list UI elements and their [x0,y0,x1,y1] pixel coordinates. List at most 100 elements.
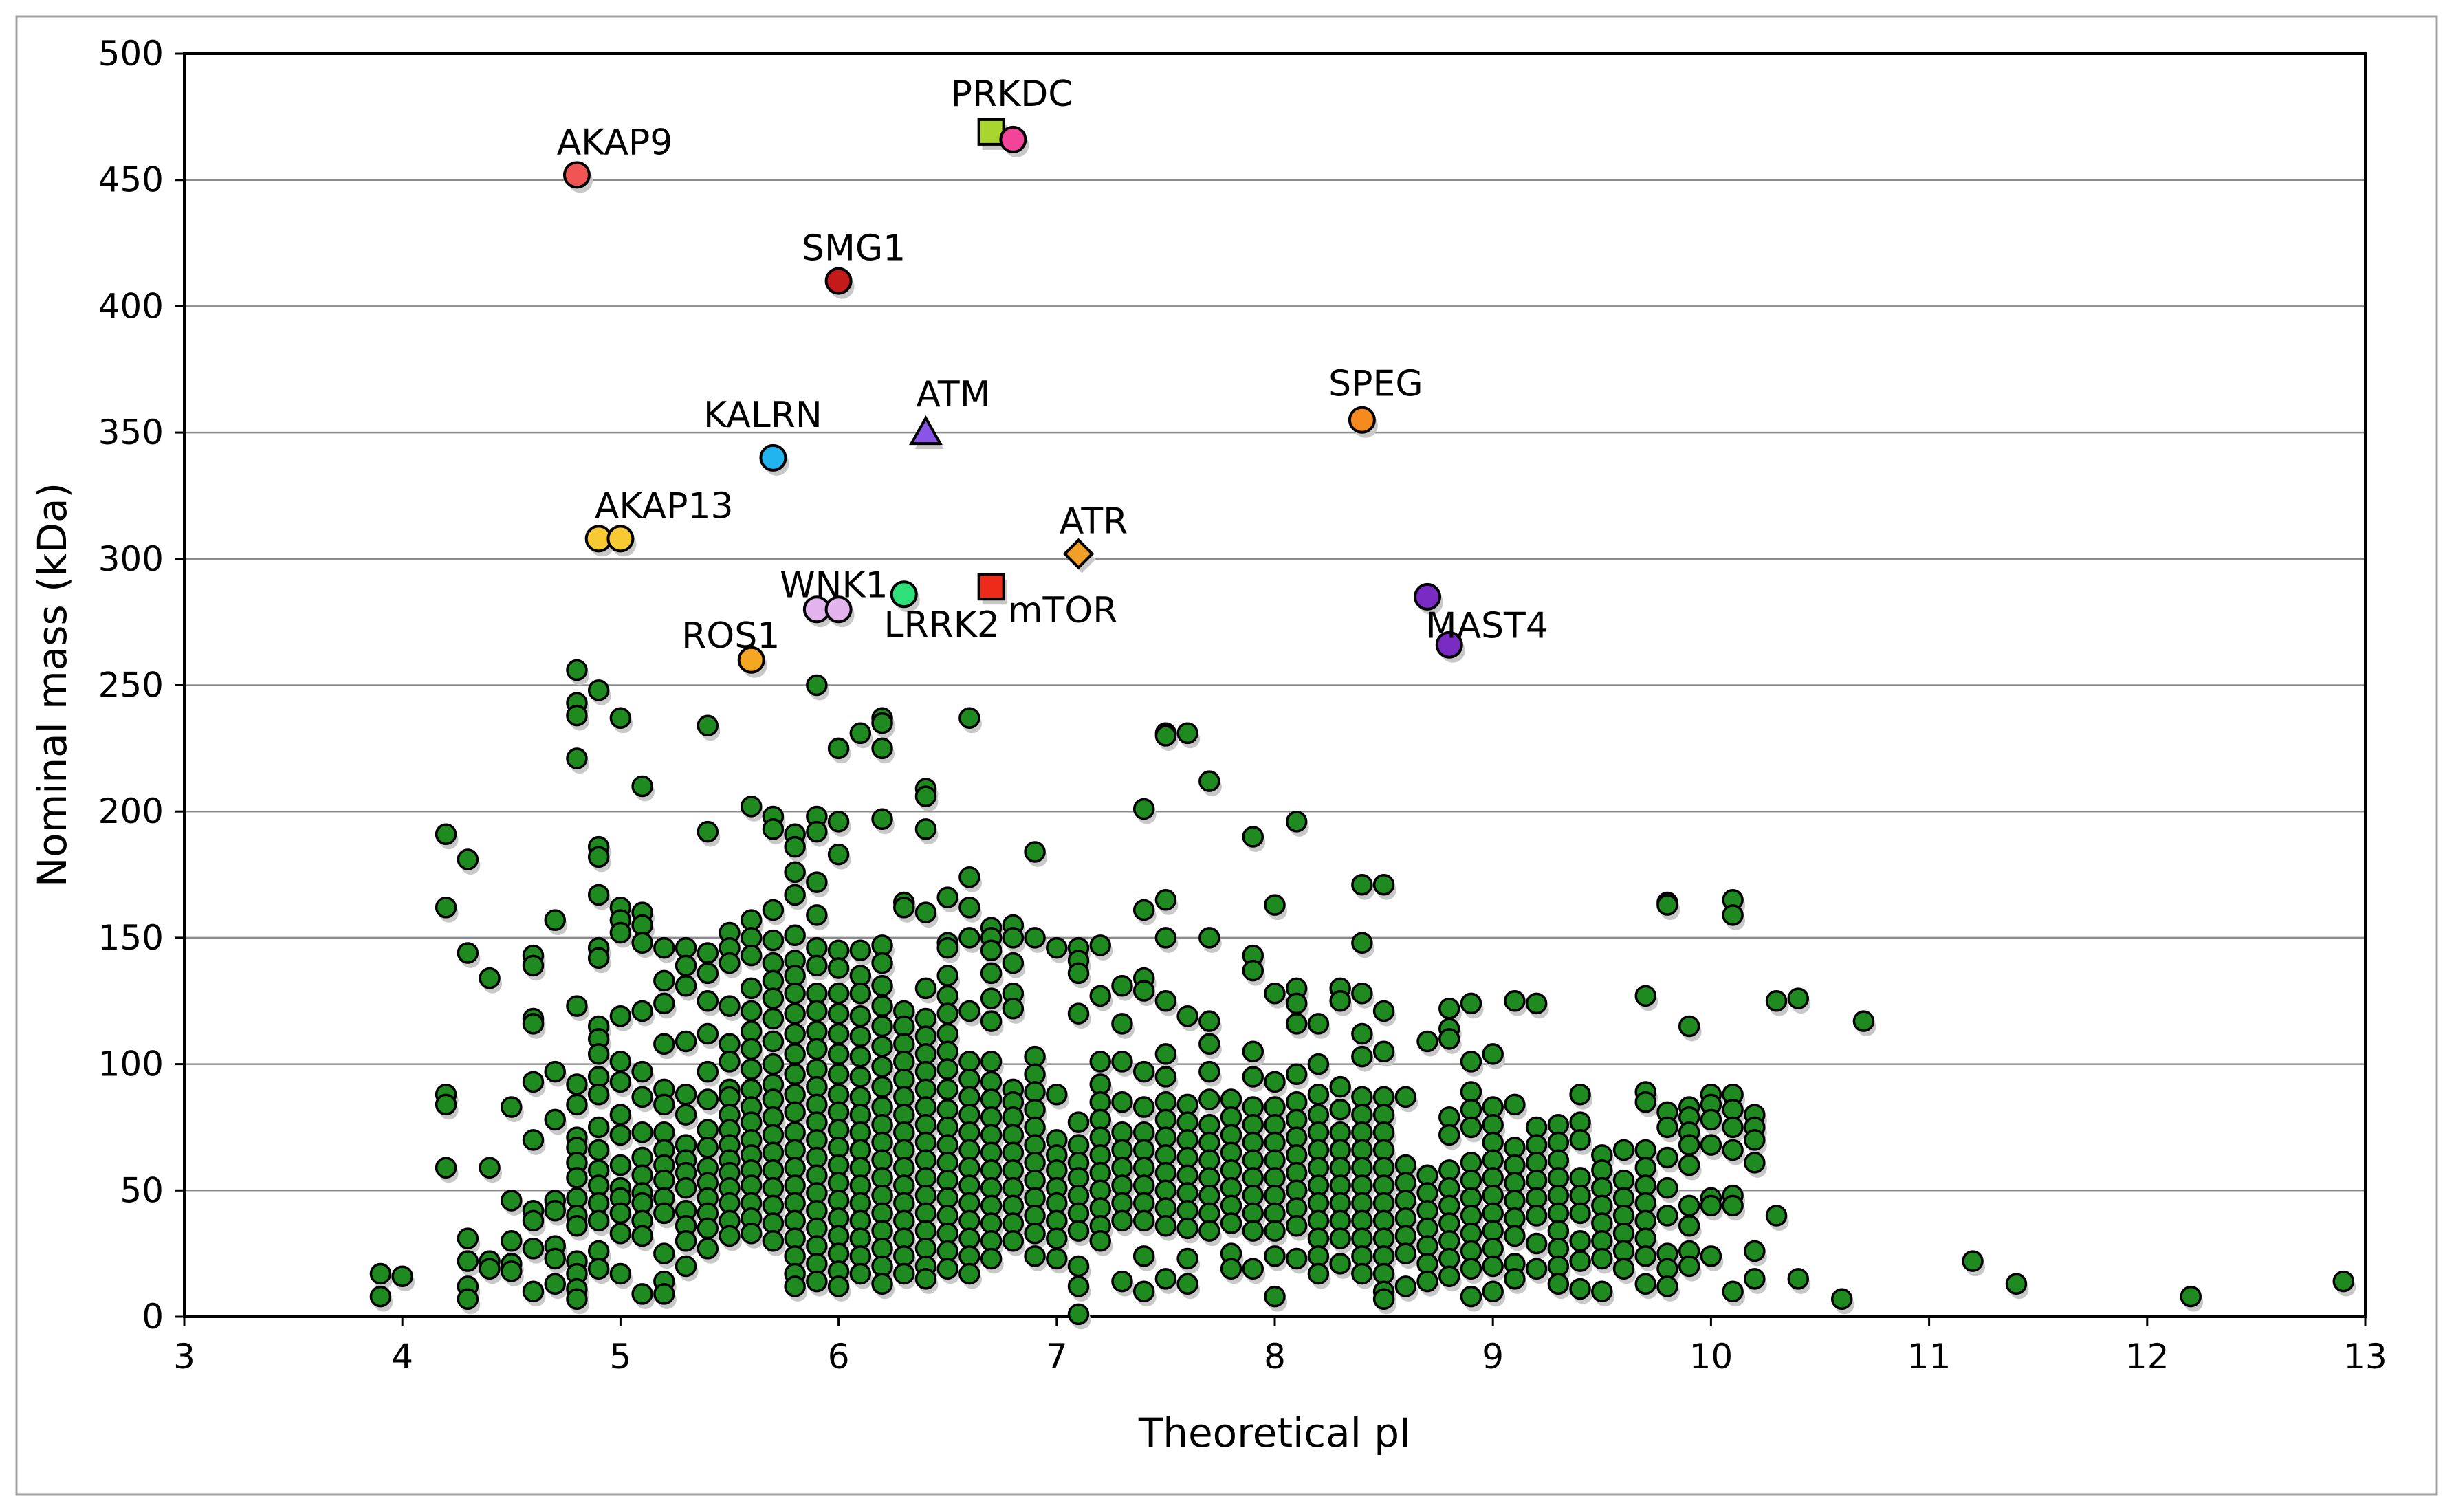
data-point [631,1283,655,1309]
data-point [566,659,589,686]
data-point [1329,1227,1353,1254]
data-point [806,904,829,930]
data-point [1504,1225,1527,1251]
highlight-point [999,125,1029,157]
data-point [1198,770,1222,797]
data-point [1656,1205,1680,1231]
data-point [1700,1245,1724,1271]
data-point [1154,889,1179,915]
data-point [958,707,982,734]
point-label: KALRN [703,395,822,436]
data-point [369,1262,393,1289]
data-point [806,1270,829,1297]
data-point [806,820,829,847]
data-point [544,1199,568,1226]
data-point [1700,1108,1724,1135]
data-point [1067,1275,1091,1302]
data-point [914,818,939,844]
data-point [1351,1262,1374,1289]
data-point [1024,927,1048,953]
data-point [544,1060,568,1087]
data-point [1744,1152,1767,1178]
point-label: mTOR [1008,590,1117,631]
data-point [1504,1268,1527,1294]
data-point [1351,982,1374,1009]
data-point [1351,932,1374,958]
data-point [697,714,721,741]
x-tick-label: 9 [1482,1337,1504,1377]
data-point [1264,1071,1287,1097]
data-point [1067,962,1091,989]
data-point [522,954,546,981]
point-label: LRRK2 [884,604,1000,646]
data-point [675,1230,699,1256]
data-point [587,1258,611,1284]
data-point [871,737,895,764]
data-point [1111,1091,1135,1117]
data-point [1329,1075,1353,1102]
data-point [587,884,611,910]
data-point [675,1104,699,1130]
data-point [1656,1176,1680,1203]
data-point [871,1273,895,1300]
data-point [1569,1278,1593,1304]
data-point [1264,1220,1287,1247]
data-point [544,1247,568,1274]
x-tick-label: 4 [391,1337,413,1377]
data-point [1525,992,1549,1019]
data-point [1416,1030,1440,1057]
data-point [784,1043,808,1069]
data-point [958,1262,982,1289]
data-point [936,886,961,913]
data-point [1765,990,1789,1016]
x-tick-label: 12 [2125,1337,2169,1377]
data-point [631,932,655,958]
data-point [2180,1285,2204,1312]
data-point [697,820,721,847]
data-point [1242,1066,1266,1092]
data-point [849,1262,873,1289]
data-point [1569,1129,1593,1155]
data-point [719,952,742,978]
point-label: SPEG [1328,364,1423,405]
highlight-point: MAST4 [1426,606,1548,663]
y-tick-label: 350 [98,413,164,452]
data-point [609,1223,633,1249]
data-point [806,982,829,1009]
point-label: AKAP13 [595,485,734,527]
data-point [1242,826,1266,852]
data-point [457,1250,481,1277]
data-point [697,1238,721,1264]
data-point [1547,1273,1571,1300]
highlight-point: LRRK2 [884,580,1000,646]
data-point [827,811,851,837]
data-point [653,936,677,963]
data-point [479,967,503,994]
data-point [762,1230,786,1256]
data-point [1656,1116,1680,1143]
data-point [1264,982,1287,1009]
data-point [1438,1265,1462,1292]
data-point [1176,722,1201,749]
data-point [1024,1223,1048,1249]
data-point [501,1190,524,1216]
data-point [1634,1245,1658,1271]
data-point [784,924,808,951]
data-point [587,1116,611,1143]
data-point [827,1275,851,1302]
data-point [566,995,589,1022]
data-point [522,1071,546,1097]
data-point [1722,904,1746,930]
data-point [697,1022,721,1049]
data-point [740,977,764,1004]
data-point [1744,1240,1767,1267]
data-point [435,823,459,850]
data-point [784,861,808,888]
data-point [1722,1194,1746,1221]
data-point [980,987,1004,1014]
data-point [1700,1194,1724,1221]
data-point [1111,1013,1135,1039]
data-point [675,974,699,1001]
x-axis-ticks: 3 4 5 6 7 8 9 10 11 12 13 [173,1317,2387,1377]
y-axis-ticks: 0 50 100 150 200 250 300 350 400 450 500 [98,34,184,1337]
